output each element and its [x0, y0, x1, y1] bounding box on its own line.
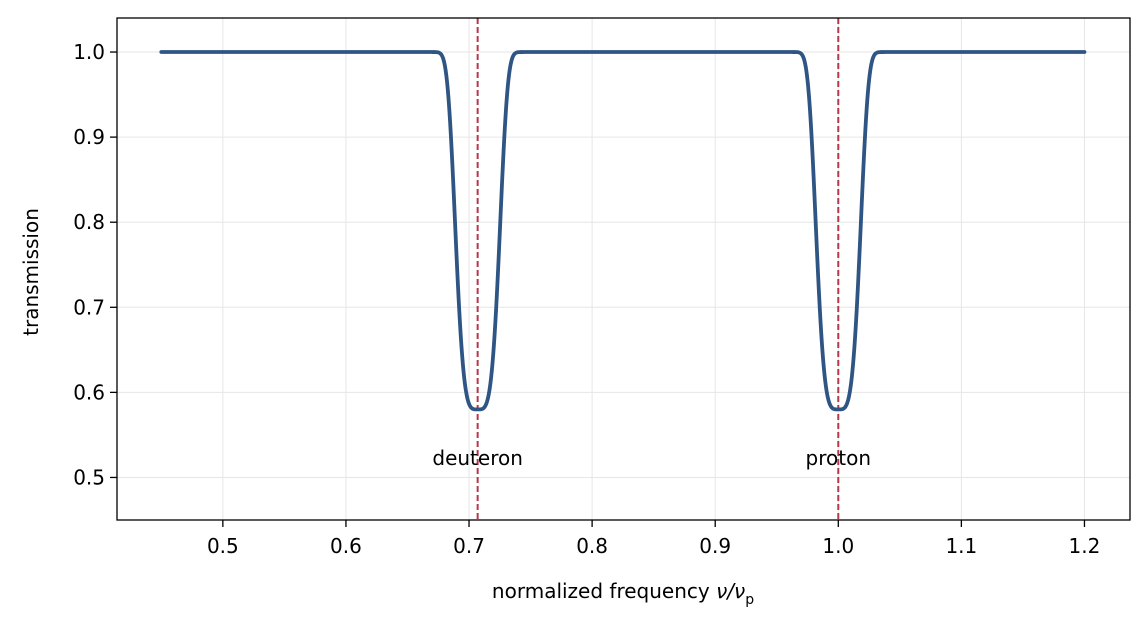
x-tick-label: 0.8 [576, 534, 608, 558]
x-tick-label: 0.9 [699, 534, 731, 558]
x-axis-label-text: normalized frequency [492, 579, 716, 603]
x-axis-label: normalized frequency ν/νp [492, 579, 754, 608]
x-tick-label: 1.2 [1069, 534, 1101, 558]
series-layer [159, 50, 1087, 412]
x-axis-ticks: 0.5 0.6 0.7 0.8 0.9 1.0 1.1 1.2 [207, 520, 1100, 558]
grid [117, 18, 1130, 520]
annotations: deuteron proton [432, 446, 871, 470]
annotation-deuteron: deuteron [432, 446, 523, 470]
x-axis-label-symbol: ν/ν [716, 579, 745, 603]
series-line-0 [159, 50, 1087, 412]
y-tick-label: 0.7 [73, 295, 105, 319]
plot-frame [116, 17, 1131, 521]
x-tick-label: 1.1 [945, 534, 977, 558]
reference-lines [476, 18, 840, 520]
y-axis-label: transmission [19, 208, 43, 336]
x-tick-label: 0.7 [453, 534, 485, 558]
y-tick-label: 0.5 [73, 465, 105, 489]
y-tick-label: 0.8 [73, 210, 105, 234]
x-tick-label: 1.0 [822, 534, 854, 558]
y-tick-label: 0.9 [73, 125, 105, 149]
x-tick-label: 0.6 [330, 534, 362, 558]
y-tick-label: 1.0 [73, 40, 105, 64]
x-axis-label-subscript: p [745, 592, 754, 608]
y-tick-label: 0.6 [73, 380, 105, 404]
y-axis-ticks: 0.5 0.6 0.7 0.8 0.9 1.0 [73, 40, 117, 489]
x-tick-label: 0.5 [207, 534, 239, 558]
annotation-proton: proton [806, 446, 871, 470]
